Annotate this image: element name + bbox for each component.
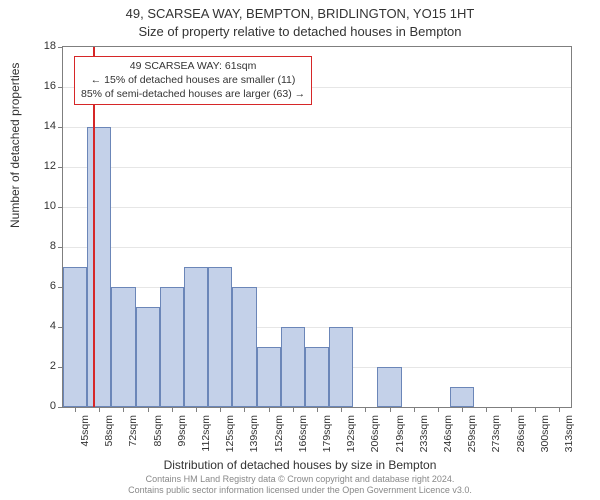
y-tick-label: 8	[32, 240, 56, 252]
x-tick	[390, 408, 391, 412]
x-tick	[511, 408, 512, 412]
grid-line	[63, 287, 571, 288]
histogram-bar	[111, 287, 135, 407]
y-tick-label: 16	[32, 80, 56, 92]
y-tick-label: 6	[32, 280, 56, 292]
histogram-bar	[87, 127, 111, 407]
footer-line-1: Contains HM Land Registry data © Crown c…	[0, 474, 600, 485]
histogram-bar	[208, 267, 232, 407]
y-tick-label: 0	[32, 400, 56, 412]
histogram-bar	[450, 387, 474, 407]
x-tick	[99, 408, 100, 412]
x-tick	[317, 408, 318, 412]
histogram-bar	[377, 367, 401, 407]
x-tick	[75, 408, 76, 412]
x-tick	[341, 408, 342, 412]
x-tick	[535, 408, 536, 412]
footer-line-2: Contains public sector information licen…	[0, 485, 600, 496]
annotation-line-1: 49 SCARSEA WAY: 61sqm	[81, 59, 305, 73]
histogram-bar	[232, 287, 256, 407]
chart-title-line2: Size of property relative to detached ho…	[0, 24, 600, 39]
histogram-bar	[63, 267, 87, 407]
annotation-box: 49 SCARSEA WAY: 61sqm ← 15% of detached …	[74, 56, 312, 105]
grid-line	[63, 247, 571, 248]
y-tick-label: 14	[32, 120, 56, 132]
histogram-bar	[281, 327, 305, 407]
grid-line	[63, 167, 571, 168]
footer: Contains HM Land Registry data © Crown c…	[0, 474, 600, 497]
grid-line	[63, 207, 571, 208]
x-tick	[220, 408, 221, 412]
annotation-line-3: 85% of semi-detached houses are larger (…	[81, 87, 305, 101]
grid-line	[63, 127, 571, 128]
histogram-bar	[329, 327, 353, 407]
y-axis-label: Number of detached properties	[8, 63, 22, 228]
x-tick	[293, 408, 294, 412]
x-tick	[462, 408, 463, 412]
annotation-line-2: ← 15% of detached houses are smaller (11…	[81, 73, 305, 87]
histogram-bar	[136, 307, 160, 407]
y-tick-label: 12	[32, 160, 56, 172]
histogram-bar	[160, 287, 184, 407]
x-tick	[438, 408, 439, 412]
y-tick-label: 18	[32, 40, 56, 52]
histogram-bar	[305, 347, 329, 407]
x-tick	[559, 408, 560, 412]
x-tick	[172, 408, 173, 412]
x-tick	[244, 408, 245, 412]
x-tick	[123, 408, 124, 412]
histogram-bar	[257, 347, 281, 407]
y-tick-label: 4	[32, 320, 56, 332]
y-tick-label: 10	[32, 200, 56, 212]
x-tick	[414, 408, 415, 412]
x-tick	[486, 408, 487, 412]
x-axis-label: Distribution of detached houses by size …	[0, 458, 600, 472]
x-tick	[196, 408, 197, 412]
x-tick	[269, 408, 270, 412]
x-tick	[148, 408, 149, 412]
y-tick-label: 2	[32, 360, 56, 372]
x-tick	[365, 408, 366, 412]
histogram-bar	[184, 267, 208, 407]
chart-title-line1: 49, SCARSEA WAY, BEMPTON, BRIDLINGTON, Y…	[0, 6, 600, 21]
